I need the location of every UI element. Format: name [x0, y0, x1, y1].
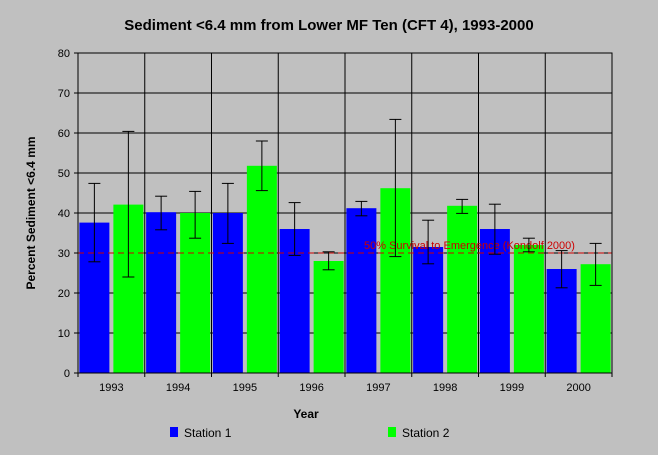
y-tick-label: 10 — [58, 328, 70, 340]
bar-station-2-1998 — [447, 205, 478, 373]
legend-swatch — [170, 427, 178, 437]
y-tick-label: 40 — [58, 208, 70, 220]
error-bar — [355, 200, 368, 217]
bar-station-2-1999 — [513, 245, 544, 373]
chart-title: Sediment <6.4 mm from Lower MF Ten (CFT … — [124, 17, 533, 34]
bar-station-2-1995 — [246, 165, 277, 373]
x-tick-label: 1999 — [500, 382, 524, 394]
y-tick-label: 30 — [58, 248, 70, 260]
reference-line-label: 50% Survival to Emergence (Kondolf 2000) — [364, 240, 575, 252]
error-bar — [389, 118, 402, 258]
error-bar — [122, 130, 135, 278]
y-tick-label: 50 — [58, 168, 70, 180]
error-bar — [589, 242, 602, 286]
error-bar — [288, 202, 301, 256]
tick-labels: 0 10 20 30 40 50 60 70 80 1993 1994 1995 1996 1997 199… — [58, 48, 613, 394]
error-bar — [322, 251, 335, 271]
error-bar — [488, 203, 501, 255]
error-bar — [255, 140, 268, 192]
y-tick-label: 80 — [58, 48, 70, 60]
error-bar — [555, 250, 568, 289]
y-tick-label: 60 — [58, 128, 70, 140]
bar-station-2-1994 — [180, 213, 211, 373]
error-bar — [522, 237, 535, 253]
y-tick-label: 70 — [58, 88, 70, 100]
x-tick-label: 2000 — [566, 382, 590, 394]
y-tick-label: 20 — [58, 288, 70, 300]
error-bar — [189, 190, 202, 239]
error-bar — [456, 198, 469, 214]
y-axis-title: Percent Sediment <6.4 mm — [24, 136, 38, 289]
x-tick-label: 1997 — [366, 382, 390, 394]
x-axis-title: Year — [293, 407, 319, 421]
x-tick-label: 1996 — [299, 382, 323, 394]
legend-swatch — [388, 427, 396, 437]
x-tick-label: 1998 — [433, 382, 457, 394]
error-bar — [88, 182, 101, 263]
legend-label: Station 1 — [184, 426, 232, 440]
x-tick-label: 1993 — [99, 382, 123, 394]
legend-label: Station 2 — [402, 426, 450, 440]
error-bar — [155, 195, 168, 231]
bar-station-1-1998 — [413, 247, 444, 373]
bar-station-1-1997 — [346, 208, 377, 373]
x-tick-label: 1994 — [166, 382, 190, 394]
reference-line-group: 50% Survival to Emergence (Kondolf 2000) — [78, 240, 612, 254]
error-bar — [422, 219, 435, 265]
x-tick-label: 1995 — [233, 382, 257, 394]
error-bars — [88, 118, 602, 289]
legend-item-station-2: Station 2 — [388, 426, 450, 440]
bar-station-2-1996 — [313, 261, 344, 373]
bars — [79, 165, 611, 373]
error-bar — [221, 182, 234, 244]
bar-station-1-1994 — [146, 212, 177, 373]
y-tick-label: 0 — [64, 368, 70, 380]
legend-item-station-1: Station 1 — [170, 426, 232, 440]
legend: Station 1 Station 2 — [170, 426, 450, 440]
